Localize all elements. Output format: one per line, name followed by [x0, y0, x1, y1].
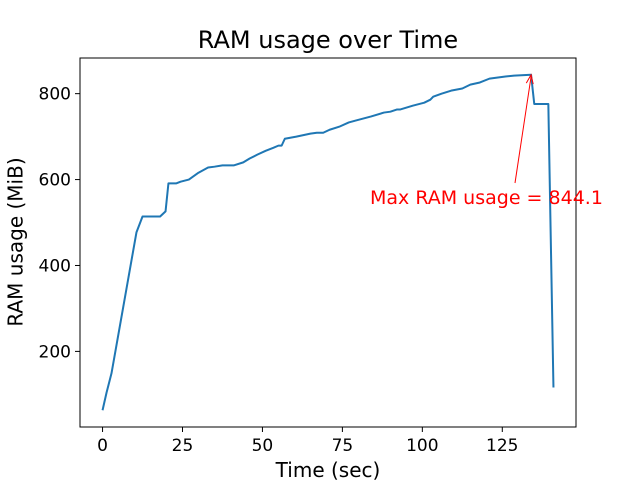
y-tick-label: 200: [39, 342, 71, 362]
y-tick-label: 600: [39, 171, 71, 191]
annotation-arrow: [514, 76, 532, 184]
annotation-text: Max RAM usage = 844.1: [370, 187, 603, 209]
y-tick-label: 800: [39, 85, 71, 105]
y-axis-label: RAM usage (MiB): [4, 157, 28, 326]
x-tick-label: 25: [172, 436, 194, 456]
x-tick-label: 100: [406, 436, 438, 456]
annotation-arrowhead: [525, 73, 534, 85]
x-tick-label: 0: [97, 436, 108, 456]
x-tick-label: 50: [252, 436, 274, 456]
x-axis-label: Time (sec): [275, 458, 381, 480]
y-tick-label: 400: [39, 256, 71, 276]
plot-frame: [79, 57, 577, 428]
chart-title: RAM usage over Time: [198, 26, 458, 54]
line-series: [101, 73, 555, 411]
x-tick-label: 75: [332, 436, 354, 456]
x-tick-label: 125: [486, 436, 518, 456]
